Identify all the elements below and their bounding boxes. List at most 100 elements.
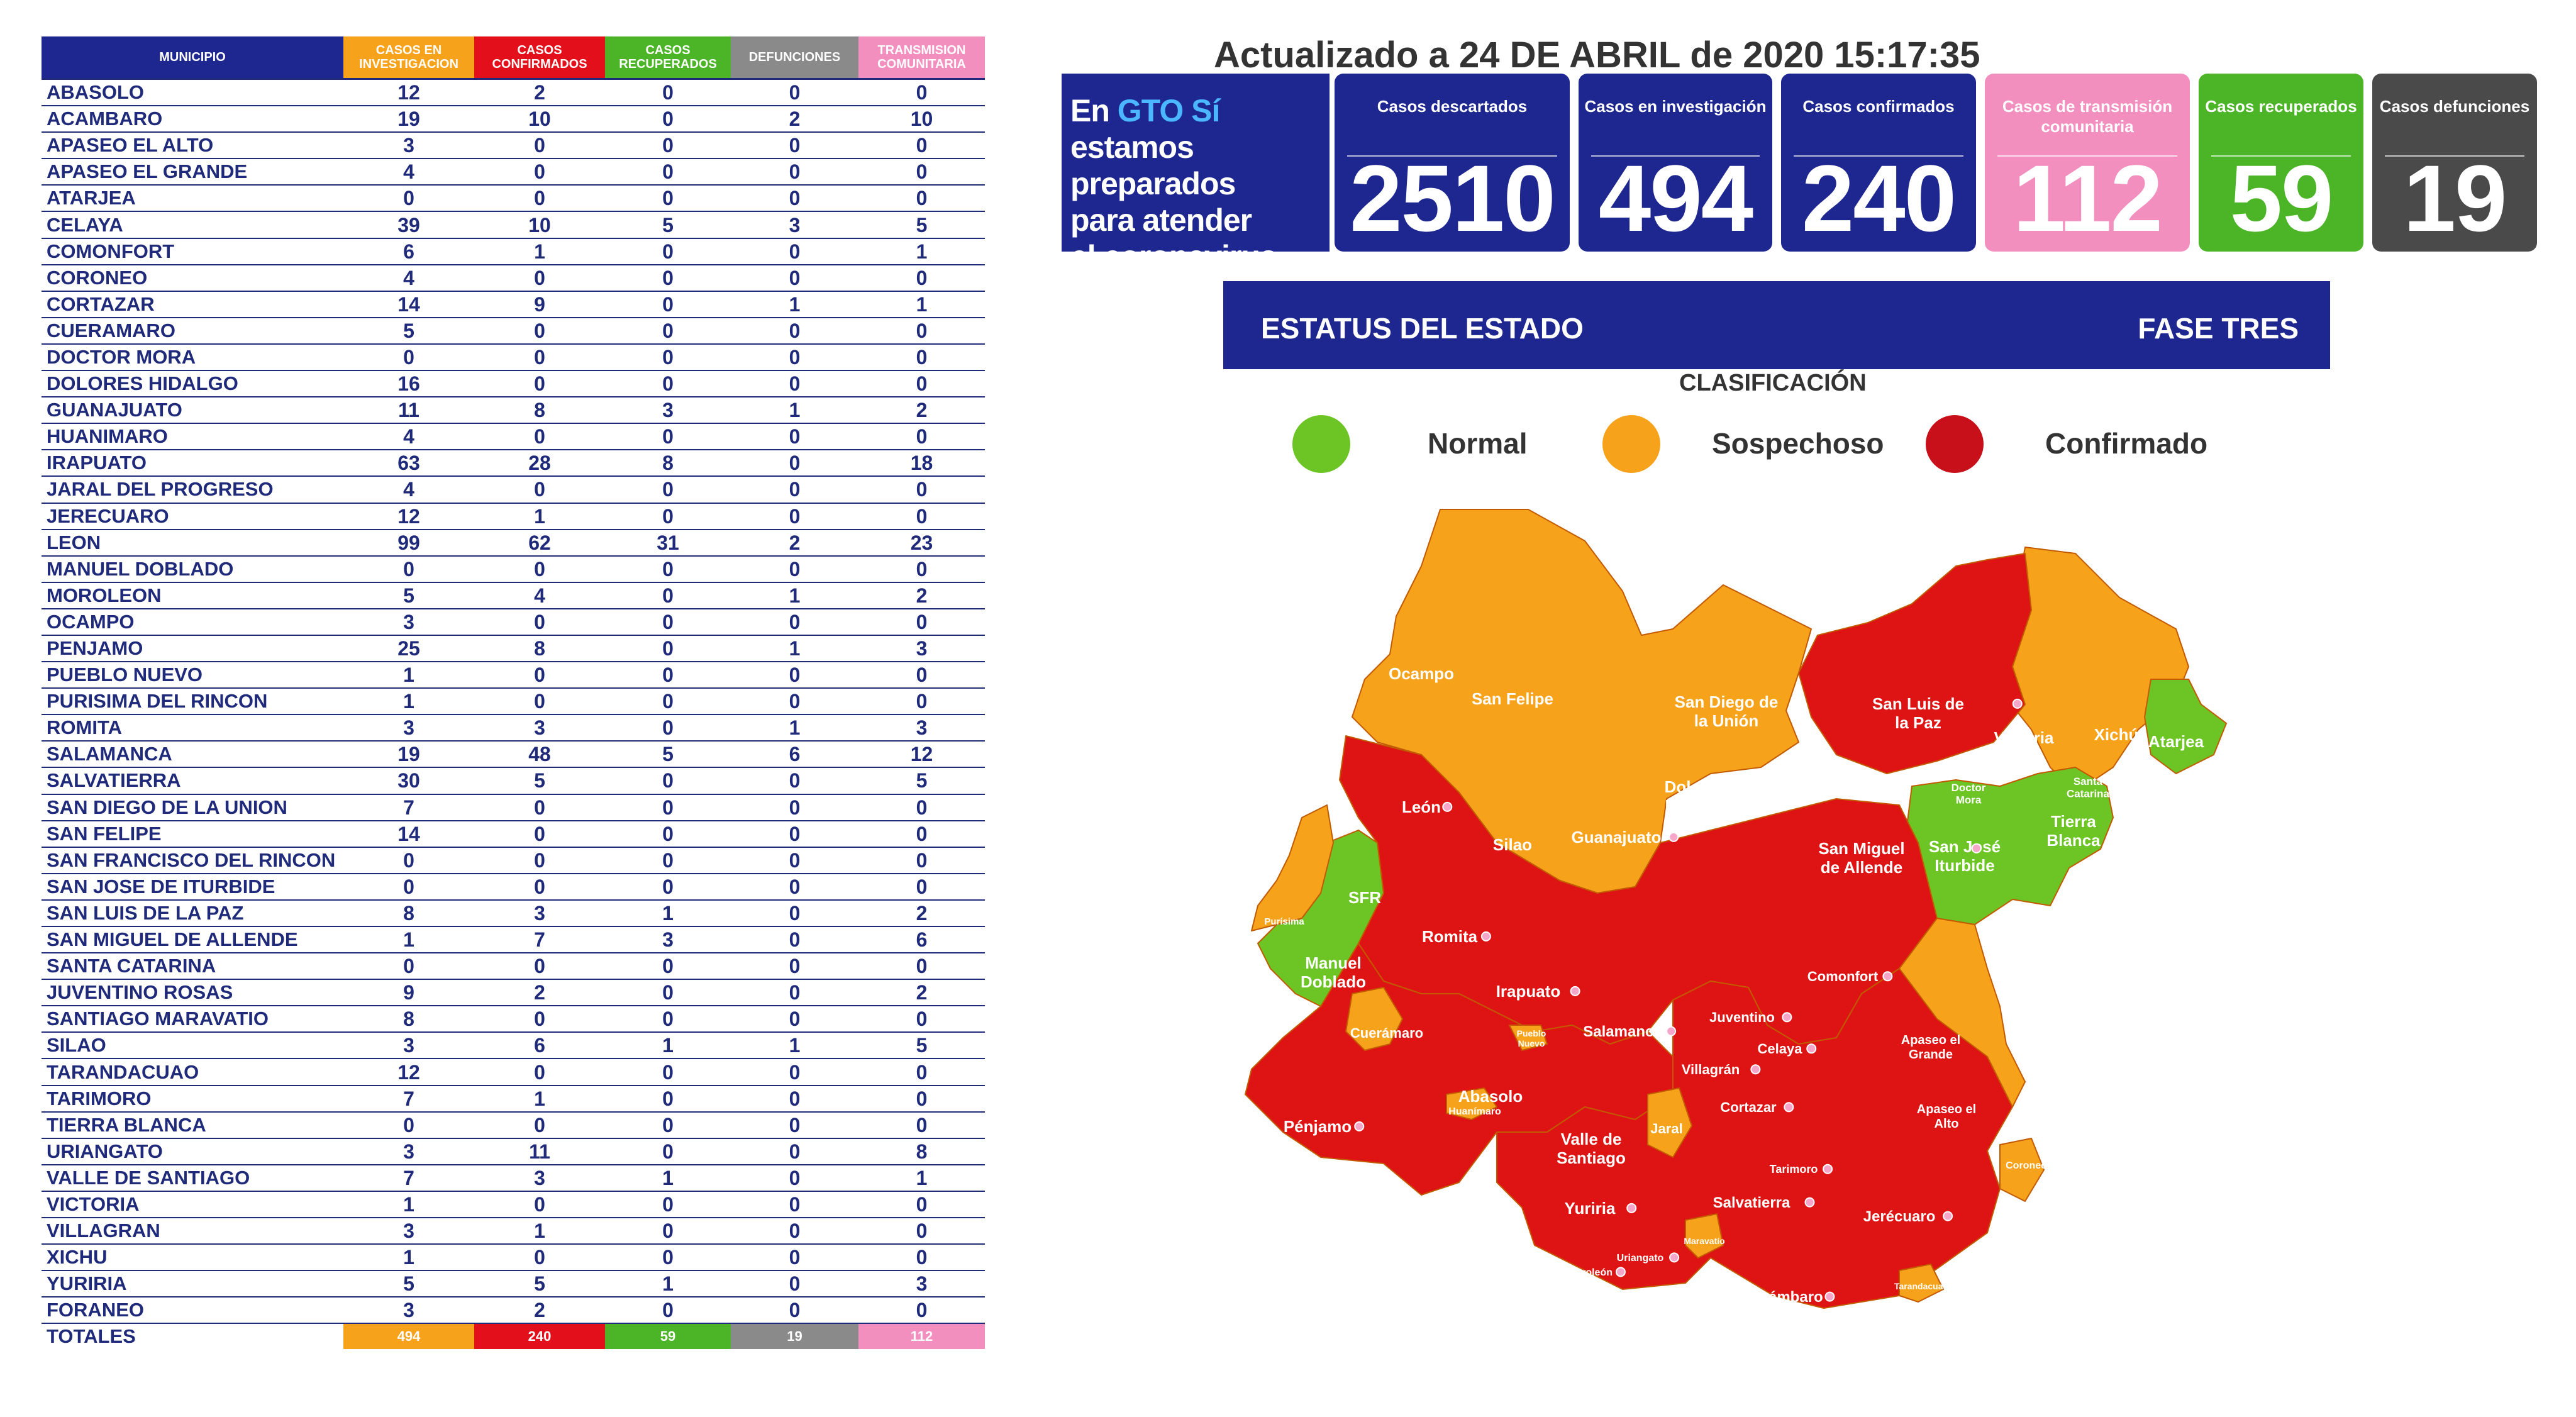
table-body: ABASOLO 12 2 0 0 0 ACAMBARO 19 10 0 2 10 APASEO EL A… bbox=[42, 79, 985, 1325]
recuperados-cell: 0 bbox=[605, 555, 731, 583]
table-row: PENJAMO 25 8 0 1 3 bbox=[42, 635, 985, 663]
map-label-manuel-doblado: Manuel Doblado bbox=[1301, 953, 1366, 991]
table-row: JARAL DEL PROGRESO 4 0 0 0 0 bbox=[42, 476, 985, 504]
stat-defunciones: Casos defunciones 19 bbox=[2372, 74, 2537, 252]
map-label-san-luis-de-la-paz: San Luis de la Paz bbox=[1872, 694, 1964, 732]
municipio-cell: SAN DIEGO DE LA UNION bbox=[42, 794, 343, 821]
stat-value: 240 bbox=[1801, 145, 1957, 251]
region-apaseos[interactable] bbox=[1899, 918, 2026, 1108]
region-tarandacuao[interactable] bbox=[1899, 1264, 1944, 1303]
transmision-cell: 3 bbox=[858, 635, 985, 663]
municipios-table: MUNICIPIO CASOS EN INVESTIGACION CASOS C… bbox=[42, 36, 985, 1350]
header-transmision: TRANSMISION COMUNITARIA bbox=[858, 36, 985, 80]
region-pueblo-nuevo[interactable] bbox=[1509, 1025, 1548, 1051]
transmision-cell: 0 bbox=[858, 370, 985, 398]
investigacion-cell: 4 bbox=[343, 264, 474, 292]
recuperados-cell: 0 bbox=[605, 503, 731, 530]
map-marker-dot bbox=[1570, 986, 1580, 996]
recuperados-cell: 0 bbox=[605, 264, 731, 292]
map-label-ocampo: Ocampo bbox=[1389, 664, 1454, 683]
confirmados-cell: 2 bbox=[474, 1297, 605, 1325]
investigacion-cell: 3 bbox=[343, 1297, 474, 1325]
region-jaral[interactable] bbox=[1647, 1087, 1692, 1158]
transmision-cell: 3 bbox=[858, 1270, 985, 1298]
confirmados-cell: 0 bbox=[474, 185, 605, 213]
table-row: SAN FRANCISCO DEL RINCON 0 0 0 0 0 bbox=[42, 847, 985, 874]
header-defunciones: DEFUNCIONES bbox=[731, 36, 858, 80]
region-cueramaro[interactable] bbox=[1345, 987, 1403, 1051]
municipio-cell: VICTORIA bbox=[42, 1191, 343, 1219]
investigacion-cell: 4 bbox=[343, 423, 474, 451]
confirmados-cell: 6 bbox=[474, 1032, 605, 1060]
region-ocampo-san-felipe[interactable] bbox=[1352, 509, 1812, 894]
stat-label: Casos en investigación bbox=[1584, 97, 1767, 116]
investigacion-cell: 4 bbox=[343, 158, 474, 186]
status-bar: ESTATUS DEL ESTADO FASE TRES bbox=[1223, 281, 2330, 369]
transmision-cell: 0 bbox=[858, 847, 985, 874]
map-marker-dot bbox=[1442, 801, 1453, 812]
map-label-juventino: Juventino bbox=[1709, 1009, 1775, 1025]
confirmados-cell: 0 bbox=[474, 1059, 605, 1086]
municipio-cell: SAN FELIPE bbox=[42, 820, 343, 848]
slogan-estamos: estamos bbox=[1070, 130, 1194, 165]
region-coroneo[interactable] bbox=[1999, 1138, 2045, 1202]
region-san-luis-de-la-paz[interactable] bbox=[1798, 553, 2032, 774]
map-marker-dot bbox=[1882, 971, 1893, 982]
map-label-yuriria: Yuriria bbox=[1565, 1199, 1616, 1218]
table-row: XICHU 1 0 0 0 0 bbox=[42, 1244, 985, 1272]
investigacion-cell: 3 bbox=[343, 132, 474, 160]
transmision-cell: 0 bbox=[858, 503, 985, 530]
map-label-pur-sima: Purísima bbox=[1264, 916, 1304, 927]
map-marker-dot bbox=[1804, 1197, 1815, 1208]
defunciones-cell: 0 bbox=[731, 343, 858, 372]
defunciones-cell: 0 bbox=[731, 1085, 858, 1113]
region-maravatio[interactable] bbox=[1685, 1213, 1724, 1259]
map-label-doctor-mora: Doctor Mora bbox=[1951, 782, 1986, 806]
map-marker-dot bbox=[1480, 931, 1491, 942]
municipio-cell: SAN LUIS DE LA PAZ bbox=[42, 899, 343, 928]
map-label-sfr: SFR bbox=[1348, 888, 1381, 907]
table-row: GUANAJUATO 11 8 3 1 2 bbox=[42, 397, 985, 425]
total-defunciones: 19 bbox=[731, 1323, 858, 1350]
table-row: CORTAZAR 14 9 0 1 1 bbox=[42, 291, 985, 318]
defunciones-cell: 0 bbox=[731, 264, 858, 292]
municipio-cell: JARAL DEL PROGRESO bbox=[42, 476, 343, 504]
municipio-cell: DOLORES HIDALGO bbox=[42, 370, 343, 398]
map-label-san-miguel-de-allende: San Miguel de Allende bbox=[1818, 839, 1904, 877]
investigacion-cell: 19 bbox=[343, 106, 474, 133]
investigacion-cell: 9 bbox=[343, 979, 474, 1007]
table-row: VICTORIA 1 0 0 0 0 bbox=[42, 1191, 985, 1219]
map-label-comonfort: Comonfort bbox=[1807, 969, 1879, 984]
table-row: COMONFORT 6 1 0 0 1 bbox=[42, 238, 985, 265]
header-municipio: MUNICIPIO bbox=[42, 36, 343, 80]
map-label-cuer-maro: Cuerámaro bbox=[1350, 1025, 1423, 1041]
confirmados-cell: 0 bbox=[474, 794, 605, 821]
recuperados-cell: 0 bbox=[605, 662, 731, 689]
map-label-uriangato: Uriangato bbox=[1617, 1253, 1664, 1264]
investigacion-cell: 7 bbox=[343, 1164, 474, 1192]
region-purisima[interactable] bbox=[1251, 804, 1334, 931]
municipio-cell: SAN JOSE DE ITURBIDE bbox=[42, 873, 343, 901]
region-huanimaro[interactable] bbox=[1446, 1087, 1497, 1120]
municipio-cell: JERECUARO bbox=[42, 503, 343, 530]
transmision-cell: 1 bbox=[858, 1164, 985, 1192]
map-labels: Ocampo San Felipe San Diego de la Unión San … bbox=[1264, 664, 2204, 1306]
transmision-cell: 0 bbox=[858, 158, 985, 186]
recuperados-cell: 0 bbox=[605, 79, 731, 107]
municipio-cell: XICHU bbox=[42, 1244, 343, 1272]
investigacion-cell: 14 bbox=[343, 820, 474, 848]
confirmados-cell: 0 bbox=[474, 1006, 605, 1033]
stat-label: Casos de transmisión comunitaria bbox=[2002, 97, 2173, 136]
legend-sospechoso-dot bbox=[1602, 415, 1660, 473]
confirmados-cell: 0 bbox=[474, 317, 605, 345]
region-atarjea[interactable] bbox=[2144, 679, 2227, 774]
table-row: SAN FELIPE 14 0 0 0 0 bbox=[42, 820, 985, 848]
totals-row: TOTALES 494 240 59 19 112 bbox=[42, 1323, 985, 1350]
defunciones-cell: 0 bbox=[731, 662, 858, 689]
stat-value: 112 bbox=[2013, 145, 2163, 251]
defunciones-cell: 0 bbox=[731, 1006, 858, 1033]
transmision-cell: 0 bbox=[858, 343, 985, 372]
map-label-salamanca: Salamanca bbox=[1583, 1023, 1662, 1040]
table-row: PURISIMA DEL RINCON 1 0 0 0 0 bbox=[42, 688, 985, 716]
confirmados-cell: 0 bbox=[474, 820, 605, 848]
